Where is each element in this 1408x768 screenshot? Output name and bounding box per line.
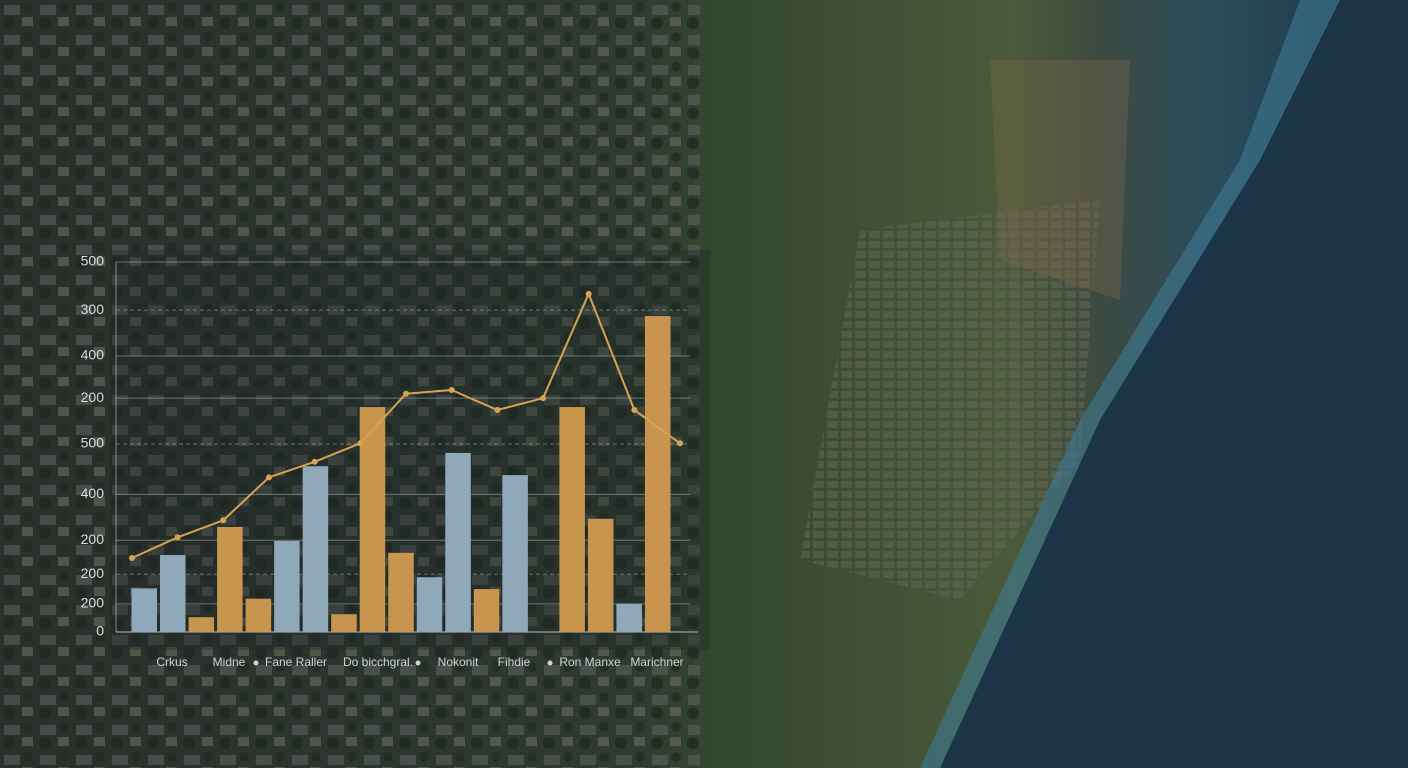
trend-point	[677, 440, 683, 447]
sea	[940, 0, 1408, 768]
trend-point	[448, 387, 455, 394]
y-tick-label: 0	[96, 623, 104, 639]
bar	[188, 617, 215, 632]
trend-point	[403, 390, 409, 397]
houses-texture	[0, 0, 700, 768]
y-tick-label: 200	[81, 389, 105, 405]
x-label: Do bicchgral.	[343, 655, 413, 669]
bar	[131, 588, 158, 632]
bar	[559, 407, 585, 632]
bar	[445, 452, 471, 632]
y-tick-label: 200	[81, 565, 105, 581]
town-texture	[800, 200, 1100, 600]
y-tick-label: 400	[81, 347, 105, 363]
bar	[359, 407, 386, 632]
trend-point	[631, 407, 638, 413]
bar	[473, 589, 500, 632]
y-tick-label: 200	[81, 531, 105, 547]
label-bullet	[415, 660, 421, 666]
trend-point	[494, 407, 501, 413]
bar	[160, 555, 186, 632]
trend-point	[220, 517, 227, 524]
y-tick-label: 200	[81, 595, 105, 611]
x-label: Fihdie	[498, 655, 531, 669]
chart: 0 200 200 200 400 500 200 400 300 500 Crkus Midne Fa…	[81, 253, 698, 669]
bar	[416, 577, 443, 632]
trend-point	[585, 290, 592, 297]
bar	[644, 316, 671, 632]
trend-point	[129, 555, 135, 561]
field	[990, 60, 1130, 300]
bar	[616, 603, 642, 632]
bar	[217, 526, 243, 632]
y-tick-label: 400	[81, 485, 105, 501]
y-tick-label: 500	[81, 435, 105, 451]
y-tick-label: 500	[81, 253, 105, 269]
trend-point	[357, 440, 364, 447]
label-bullet	[253, 660, 259, 666]
trend-point	[266, 474, 272, 481]
x-label: Fane Raller	[265, 655, 327, 669]
coast	[920, 0, 1340, 768]
trend-point	[540, 395, 546, 402]
x-label: Crkus	[156, 655, 187, 669]
x-label: Midne	[213, 655, 246, 669]
bar	[502, 475, 528, 632]
bar	[587, 518, 614, 632]
trend-point	[174, 534, 181, 541]
bar	[274, 540, 300, 632]
bar	[302, 466, 329, 632]
bar	[388, 552, 414, 632]
x-label: Nokonit	[438, 655, 479, 669]
y-tick-label: 300	[81, 301, 105, 317]
x-label: Ron Manxe	[559, 655, 621, 669]
bar	[245, 598, 272, 632]
x-label: Marichner	[630, 655, 683, 669]
bar	[331, 614, 357, 632]
label-bullet	[547, 660, 553, 666]
trend-point	[311, 458, 318, 465]
